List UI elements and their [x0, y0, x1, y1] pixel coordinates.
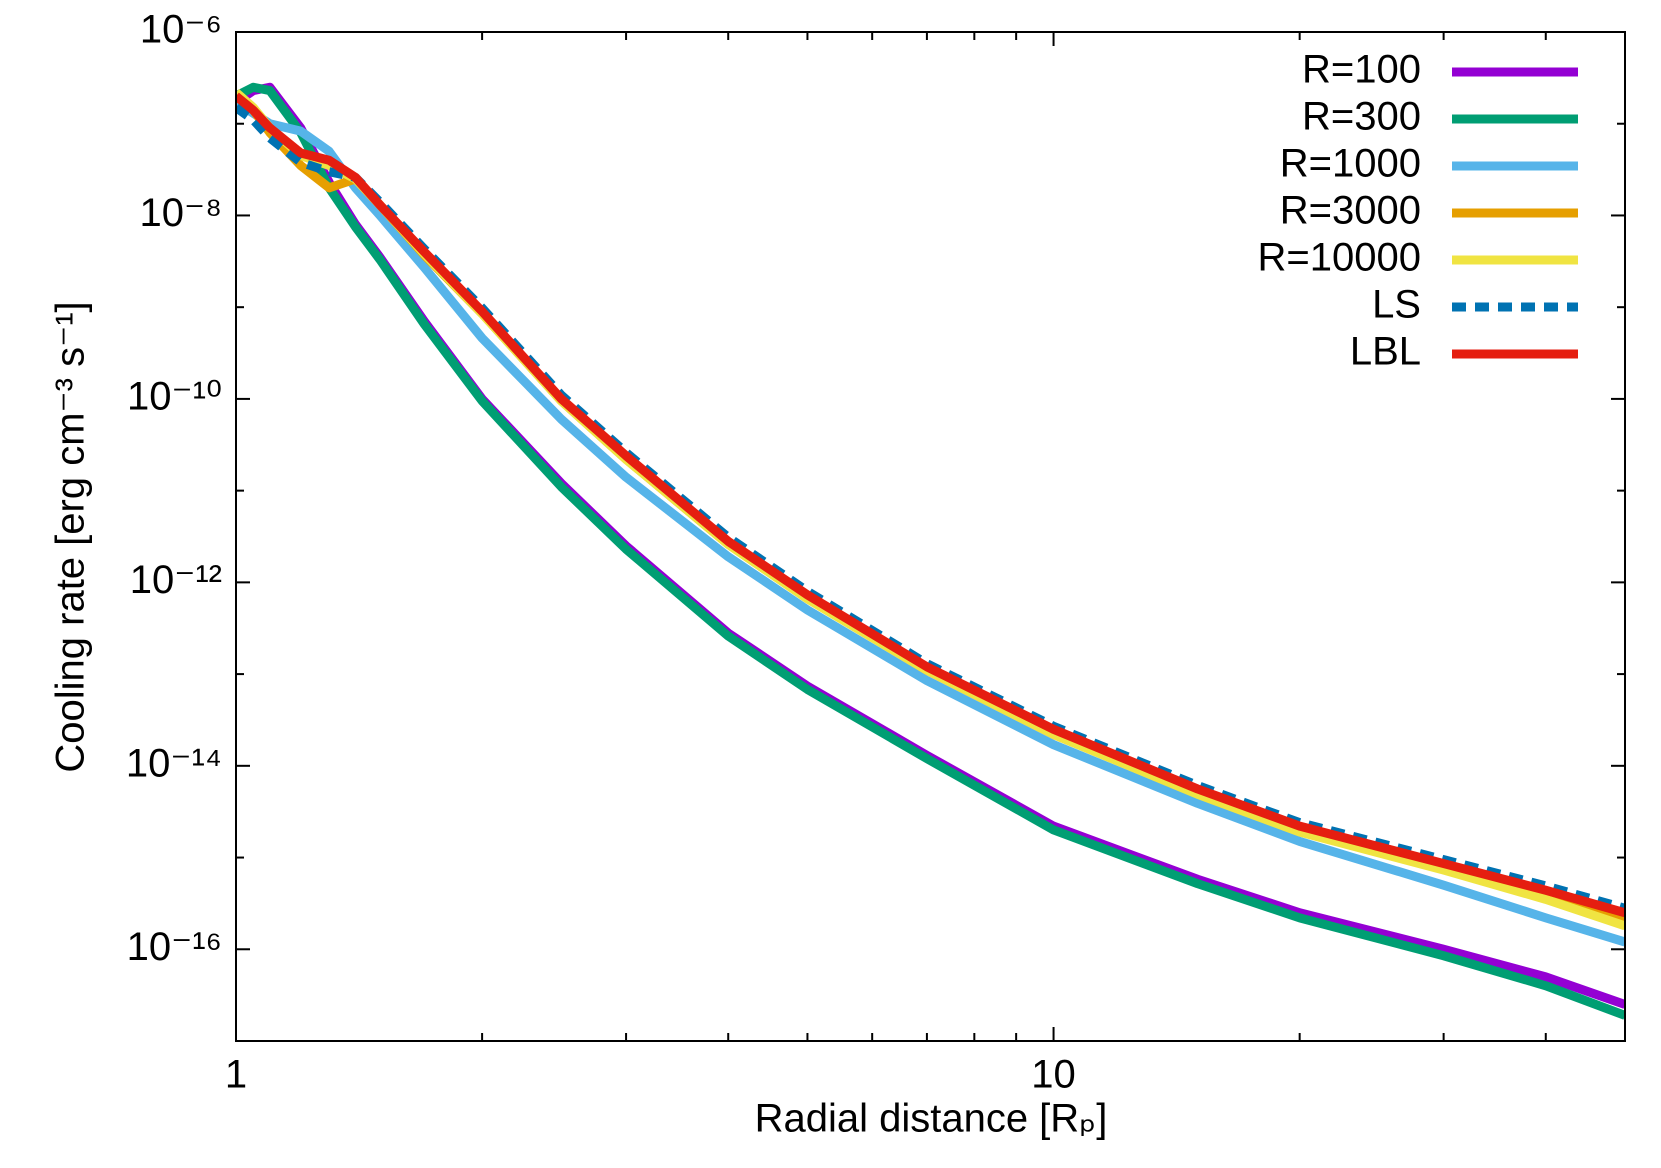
y-tick-label: 10⁻¹²: [130, 558, 222, 602]
legend-label: R=1000: [1280, 142, 1421, 186]
legend-label: R=100: [1302, 48, 1421, 92]
y-tick-label: 10⁻⁶: [140, 8, 222, 52]
y-tick-label: 10⁻⁸: [140, 191, 222, 235]
legend-label: LS: [1372, 283, 1421, 327]
legend-label: R=300: [1302, 95, 1421, 139]
legend-label: R=3000: [1280, 189, 1421, 233]
series-line: [236, 98, 1625, 947]
legend-label: R=10000: [1258, 236, 1421, 280]
x-axis-label: Radial distance [Rₚ]: [755, 1097, 1108, 1141]
y-axis-label: Cooling rate [erg cm⁻³ s⁻¹]: [49, 301, 93, 772]
y-tick-label: 10⁻¹⁴: [126, 741, 222, 785]
y-tick-label: 10⁻¹⁰: [127, 374, 222, 418]
series-line: [236, 82, 1625, 1020]
legend-label: LBL: [1350, 330, 1421, 374]
y-tick-label: 10⁻¹⁶: [127, 925, 222, 969]
plot-frame: [235, 31, 1626, 1042]
x-tick-label: 10: [1031, 1053, 1076, 1097]
series-line: [236, 92, 1625, 918]
x-tick-label: 1: [225, 1053, 247, 1097]
